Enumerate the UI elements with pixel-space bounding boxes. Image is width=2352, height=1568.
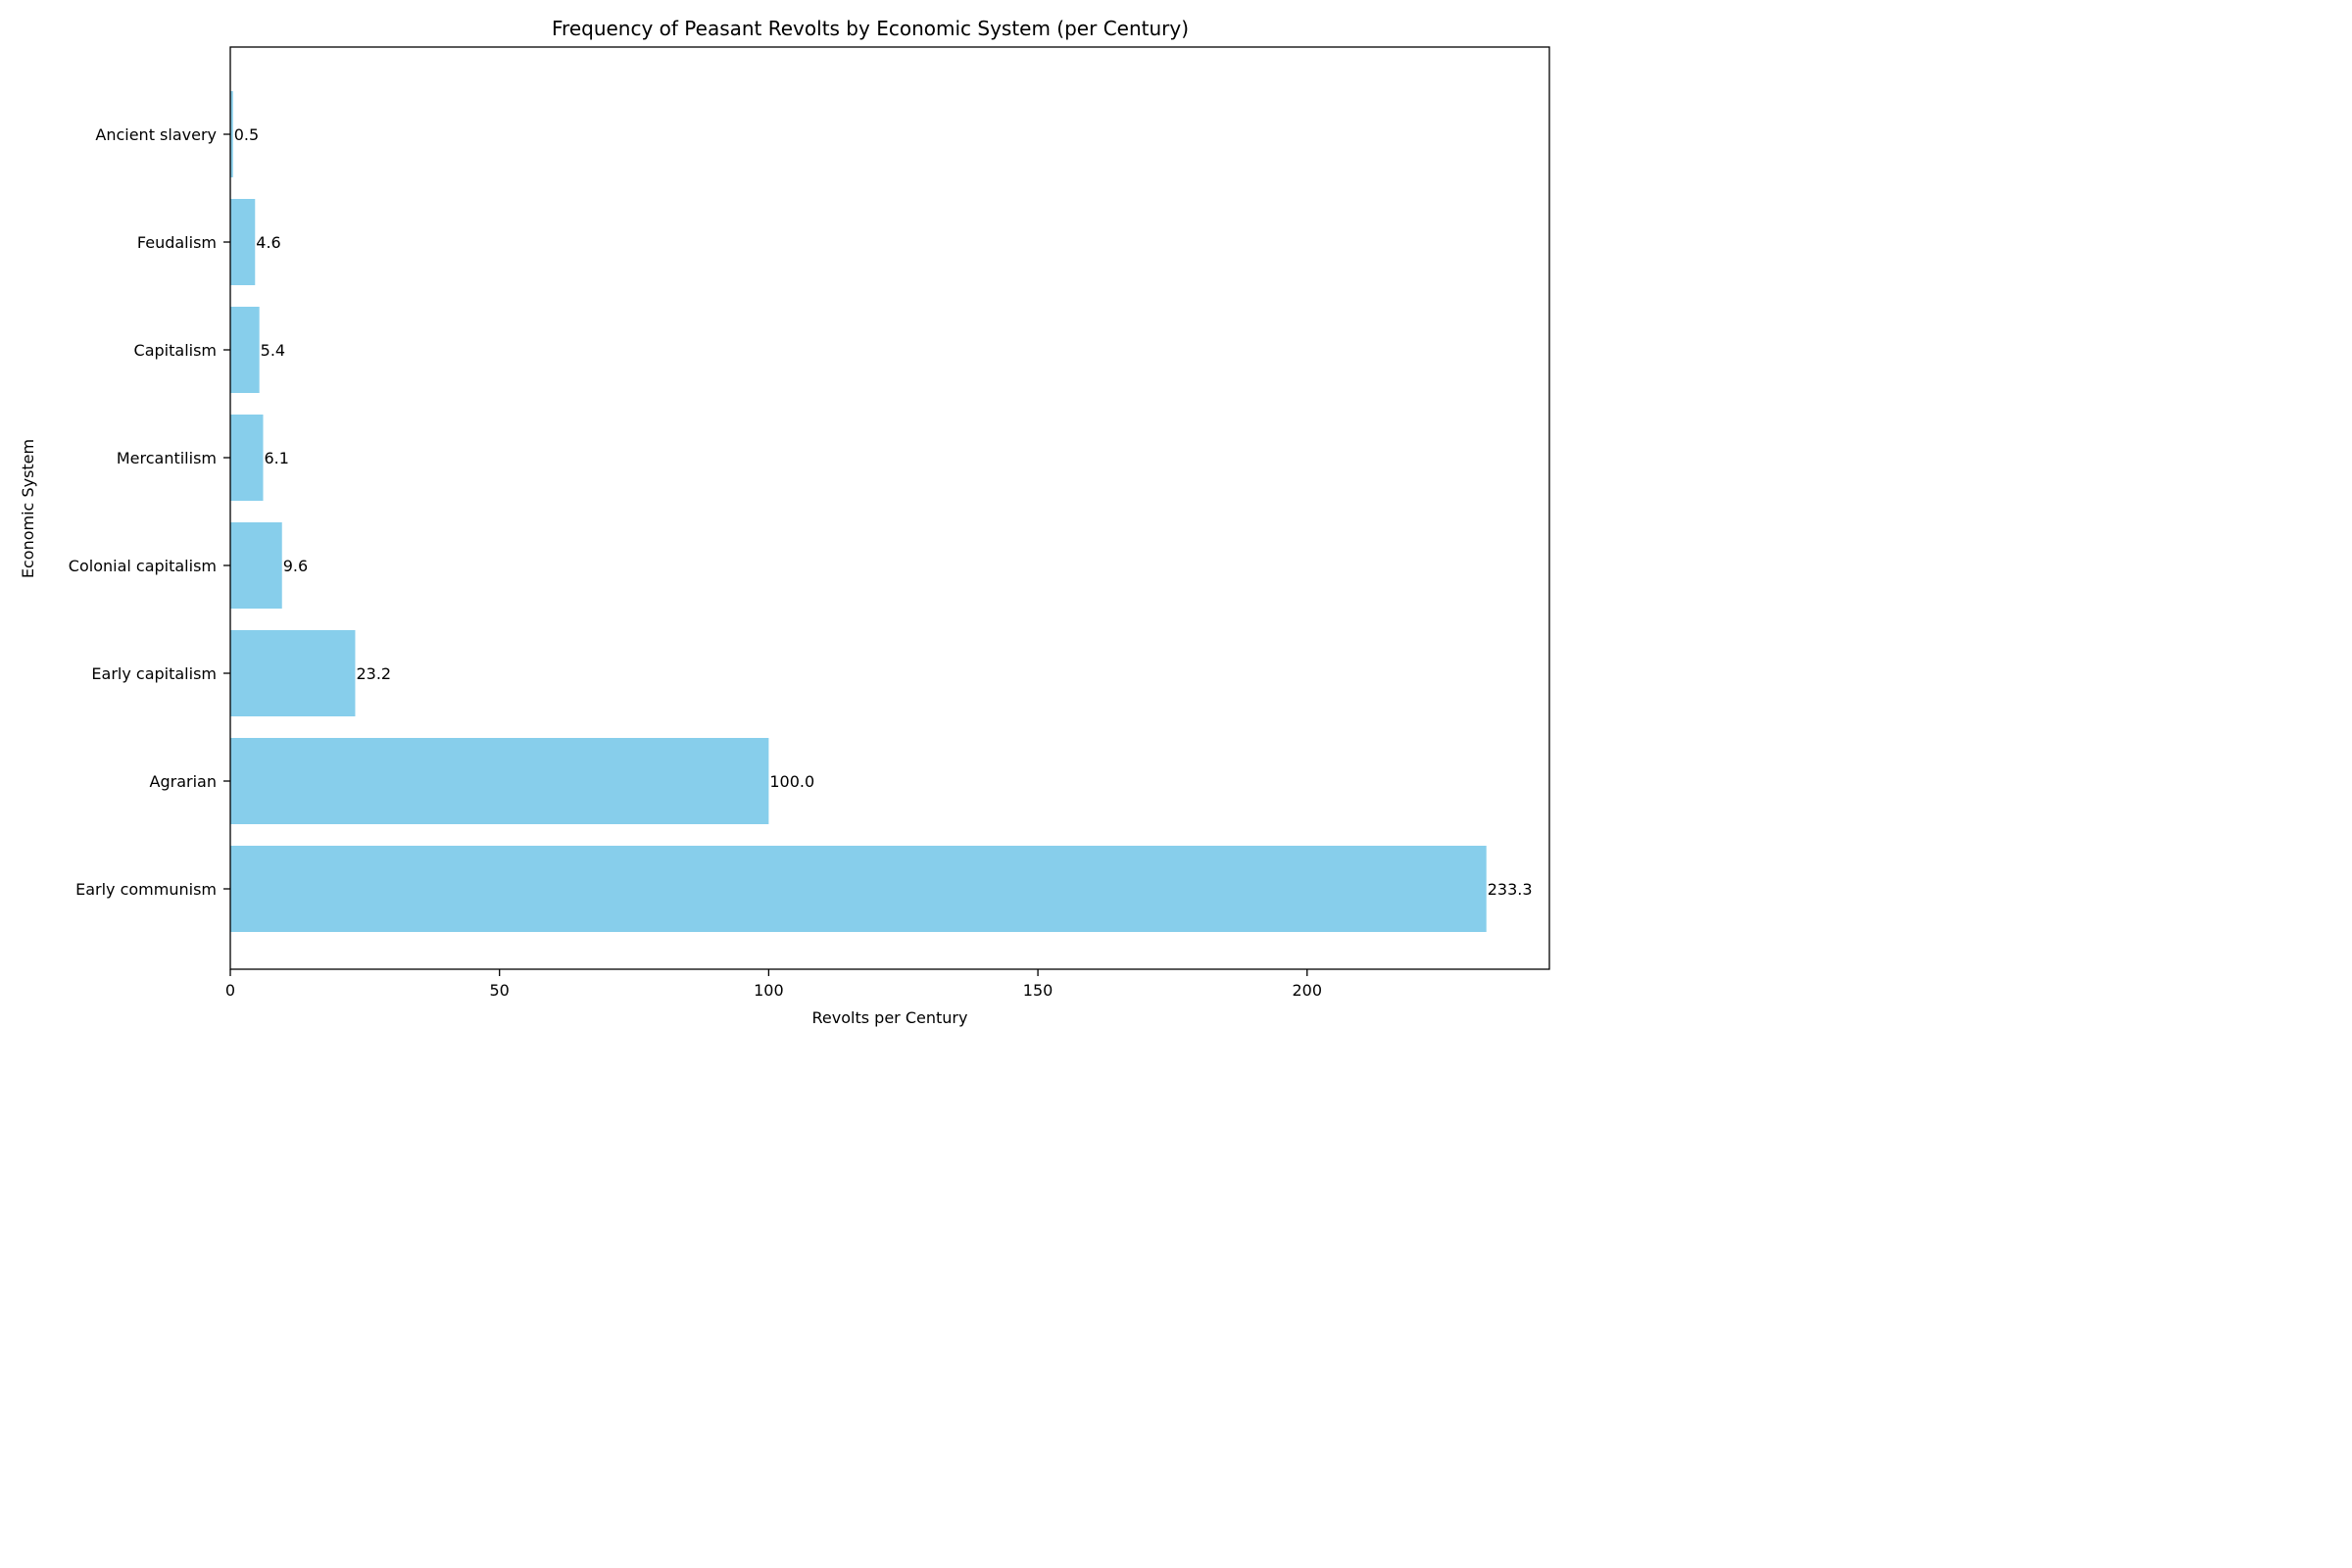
bar-capitalism [230,307,260,393]
y-tick-label: Early capitalism [91,664,217,683]
y-tick-label: Capitalism [134,341,217,360]
plot-frame [229,46,1550,970]
y-tick-label: Mercantilism [117,449,217,467]
value-label-ancient-slavery: 0.5 [234,125,259,144]
y-tick-label: Feudalism [137,233,217,252]
value-label-agrarian: 100.0 [769,772,814,791]
value-labels-group: 233.3 100.0 23.2 9.6 6.1 5.4 4.6 0.5 [234,125,1533,899]
x-tick-label: 100 [754,981,784,1000]
y-tick-label: Agrarian [150,772,217,791]
y-tick-label: Ancient slavery [95,125,217,144]
x-tick-label: 150 [1023,981,1054,1000]
x-tick-label: 50 [490,981,510,1000]
y-tick-label: Early communism [75,880,217,899]
value-label-colonial-capitalism: 9.6 [283,557,308,575]
bar-early-capitalism [230,630,356,716]
x-tick-label: 200 [1293,981,1323,1000]
chart-title: Frequency of Peasant Revolts by Economic… [552,17,1189,40]
value-label-capitalism: 5.4 [261,341,285,360]
value-label-early-capitalism: 23.2 [356,664,391,683]
bar-mercantilism [230,415,264,501]
bar-early-communism [230,846,1487,932]
y-axis-title: Economic System [19,439,37,578]
bar-chart: Frequency of Peasant Revolts by Economic… [19,17,1550,1027]
bars-group [230,91,1487,932]
bar-feudalism [230,199,256,285]
y-axis: Early communism Agrarian Early capitalism C… [69,125,230,899]
bar-agrarian [230,738,769,824]
y-tick-label: Colonial capitalism [69,557,217,575]
x-axis: 0 50 100 150 200 [225,969,1322,1000]
value-label-mercantilism: 6.1 [265,449,289,467]
value-label-early-communism: 233.3 [1488,880,1533,899]
value-label-feudalism: 4.6 [256,233,280,252]
bar-colonial-capitalism [230,522,282,609]
bar-ancient-slavery [230,91,233,177]
x-axis-title: Revolts per Century [812,1008,968,1027]
x-tick-label: 0 [225,981,235,1000]
